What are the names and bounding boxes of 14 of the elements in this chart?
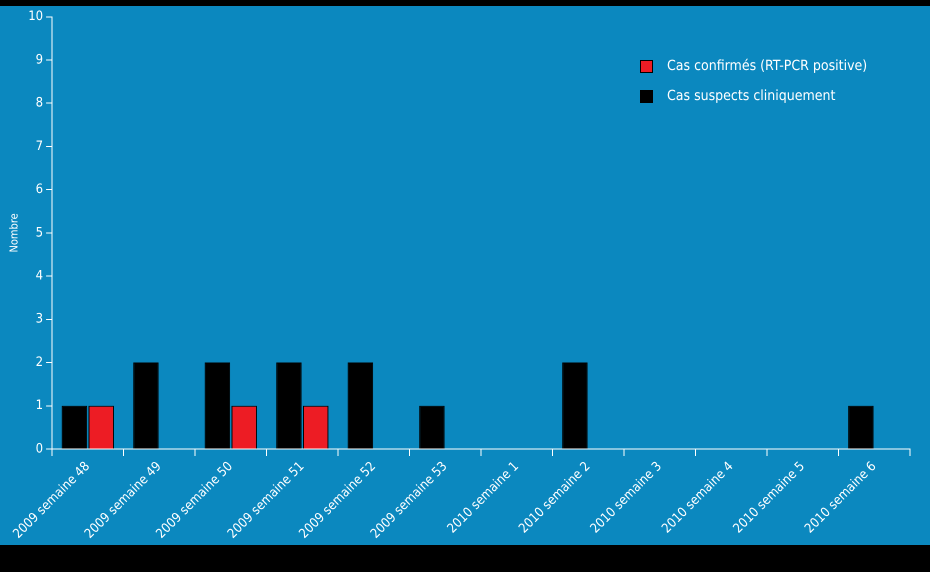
y-tick-label: 2 — [36, 354, 44, 370]
legend-label: Cas suspects cliniquement — [667, 88, 836, 104]
y-tick-label: 3 — [36, 312, 44, 327]
y-tick-label: 5 — [36, 225, 44, 240]
y-tick-label: 1 — [36, 398, 44, 414]
y-tick-label: 7 — [36, 138, 44, 154]
y-tick-label: 4 — [36, 268, 44, 284]
y-axis-title: Nombre — [7, 213, 20, 253]
y-tick-label: 10 — [28, 9, 44, 24]
y-tick-label: 9 — [36, 52, 44, 68]
y-tick-label: 0 — [36, 441, 44, 456]
y-tick-label: 8 — [36, 96, 44, 111]
legend-label: Cas confirmés (RT-PCR positive) — [667, 58, 868, 74]
y-tick-label: 6 — [36, 182, 44, 198]
